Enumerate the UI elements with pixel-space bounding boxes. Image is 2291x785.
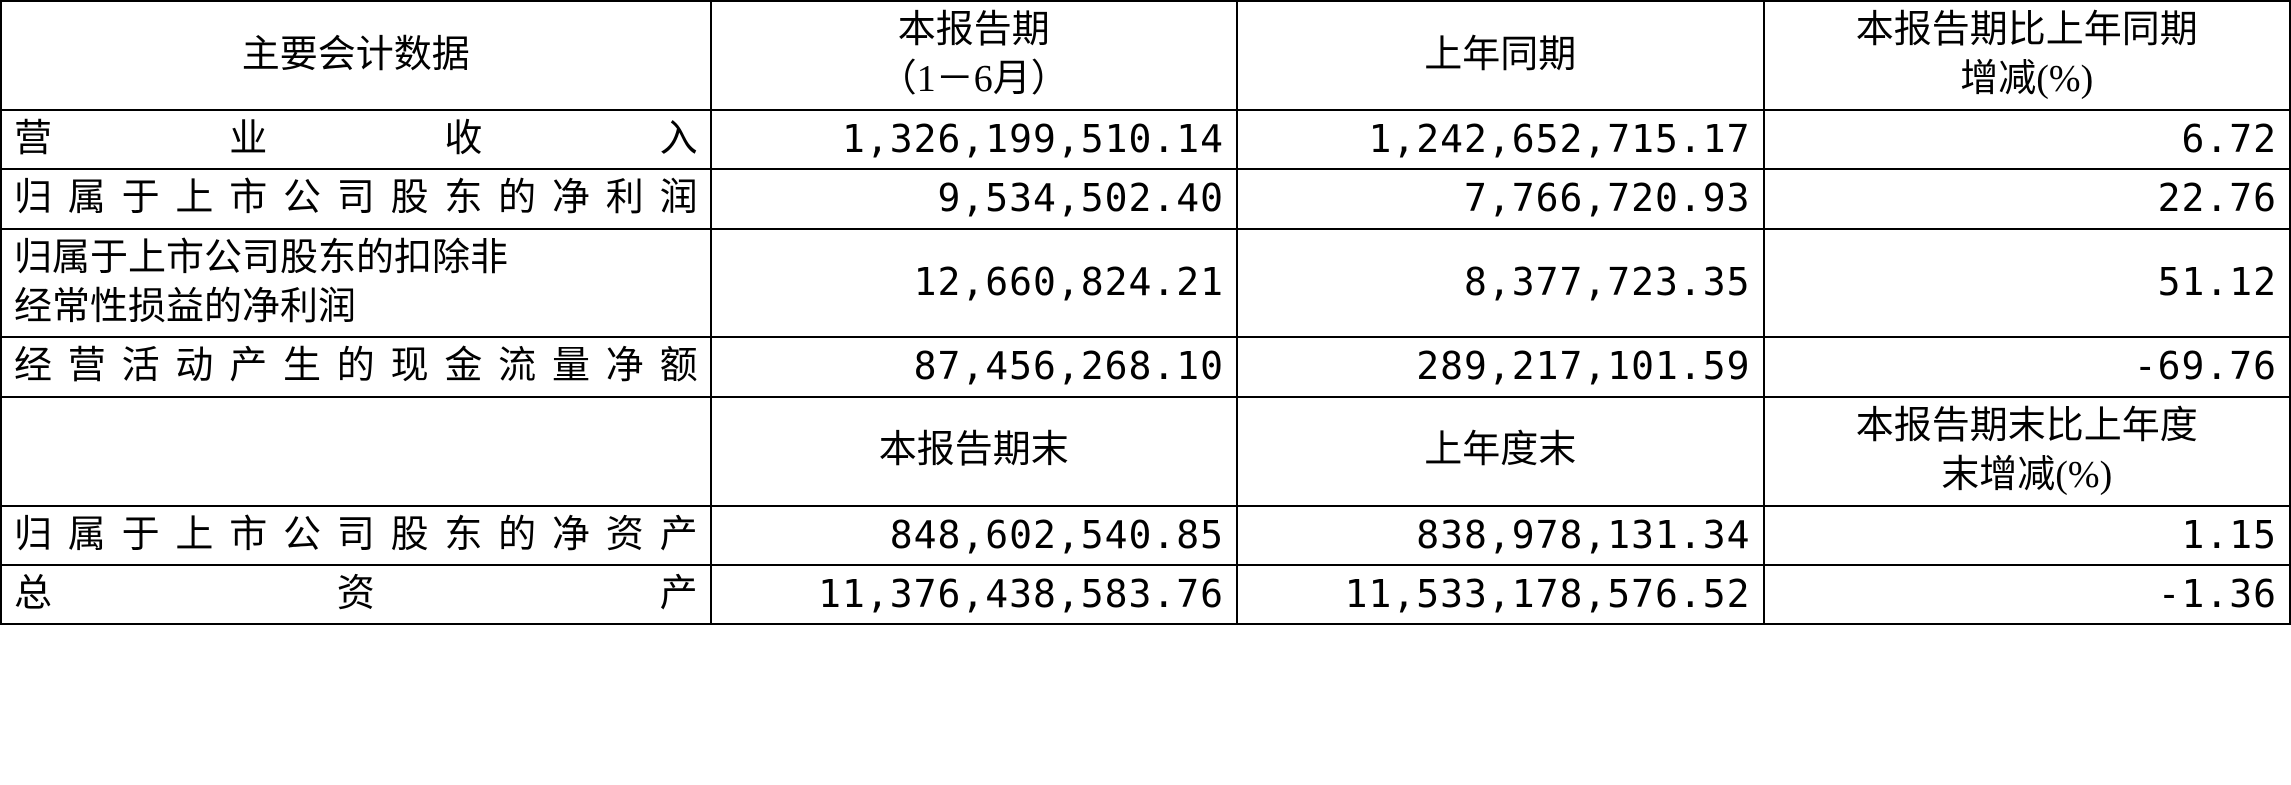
- table-header-row-2: 本报告期末 上年度末 本报告期末比上年度 末增减(%): [1, 397, 2290, 506]
- row-prior: 838,978,131.34: [1237, 506, 1763, 565]
- row-current: 1,326,199,510.14: [711, 110, 1237, 169]
- table-row: 归属于上市公司股东的扣除非 经常性损益的净利润 12,660,824.21 8,…: [1, 229, 2290, 338]
- table-row: 营业收入 1,326,199,510.14 1,242,652,715.17 6…: [1, 110, 2290, 169]
- row-change: 1.15: [1764, 506, 2290, 565]
- row-label: 归属于上市公司股东的净利润: [1, 169, 711, 228]
- header-current-period: 本报告期 （1－6月）: [711, 1, 1237, 110]
- table-row: 总资产 11,376,438,583.76 11,533,178,576.52 …: [1, 565, 2290, 624]
- row-prior: 8,377,723.35: [1237, 229, 1763, 338]
- header2-change-line1: 本报告期末比上年度: [1856, 405, 2198, 447]
- row-label: 归属于上市公司股东的净资产: [1, 506, 711, 565]
- row-change: 51.12: [1764, 229, 2290, 338]
- row-current: 87,456,268.10: [711, 337, 1237, 396]
- row-label: 经营活动产生的现金流量净额: [1, 337, 711, 396]
- row-current: 9,534,502.40: [711, 169, 1237, 228]
- row-current: 11,376,438,583.76: [711, 565, 1237, 624]
- row-label-line1: 归属于上市公司股东的扣除非: [14, 237, 508, 279]
- row-label: 总资产: [1, 565, 711, 624]
- header2-current-period: 本报告期末: [711, 397, 1237, 506]
- header-current-line1: 本报告期: [898, 9, 1050, 51]
- header-label: 主要会计数据: [1, 1, 711, 110]
- table-row: 经营活动产生的现金流量净额 87,456,268.10 289,217,101.…: [1, 337, 2290, 396]
- row-change: 22.76: [1764, 169, 2290, 228]
- row-label: 营业收入: [1, 110, 711, 169]
- row-prior: 289,217,101.59: [1237, 337, 1763, 396]
- header2-change-pct: 本报告期末比上年度 末增减(%): [1764, 397, 2290, 506]
- row-label: 归属于上市公司股东的扣除非 经常性损益的净利润: [1, 229, 711, 338]
- row-change: -1.36: [1764, 565, 2290, 624]
- header-current-line2: （1－6月）: [879, 58, 1069, 100]
- header2-change-line2: 末增减(%): [1941, 454, 2112, 496]
- table-row: 归属于上市公司股东的净资产 848,602,540.85 838,978,131…: [1, 506, 2290, 565]
- row-prior: 11,533,178,576.52: [1237, 565, 1763, 624]
- row-change: -69.76: [1764, 337, 2290, 396]
- financial-data-table: 主要会计数据 本报告期 （1－6月） 上年同期 本报告期比上年同期 增减(%) …: [0, 0, 2291, 625]
- row-prior: 7,766,720.93: [1237, 169, 1763, 228]
- row-label-line2: 经常性损益的净利润: [14, 286, 356, 328]
- table-row: 归属于上市公司股东的净利润 9,534,502.40 7,766,720.93 …: [1, 169, 2290, 228]
- row-current: 848,602,540.85: [711, 506, 1237, 565]
- header-change-line2: 增减(%): [1960, 58, 2093, 100]
- header-change-pct: 本报告期比上年同期 增减(%): [1764, 1, 2290, 110]
- table-header-row-1: 主要会计数据 本报告期 （1－6月） 上年同期 本报告期比上年同期 增减(%): [1, 1, 2290, 110]
- row-change: 6.72: [1764, 110, 2290, 169]
- header2-prior-period: 上年度末: [1237, 397, 1763, 506]
- header-change-line1: 本报告期比上年同期: [1856, 9, 2198, 51]
- header-prior-period: 上年同期: [1237, 1, 1763, 110]
- header2-label: [1, 397, 711, 506]
- row-prior: 1,242,652,715.17: [1237, 110, 1763, 169]
- row-current: 12,660,824.21: [711, 229, 1237, 338]
